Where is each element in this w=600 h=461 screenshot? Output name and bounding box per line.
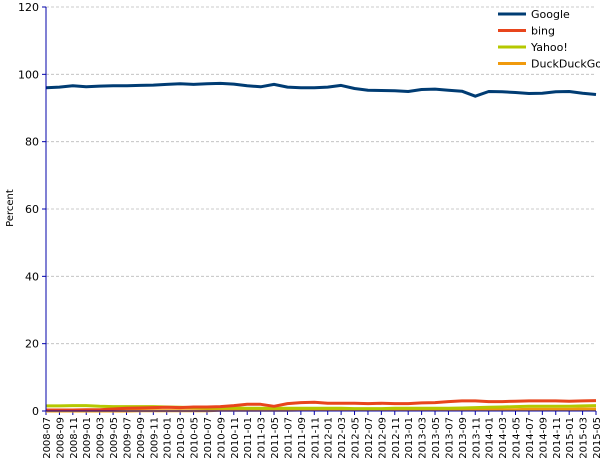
x-tick-label: 2014-11	[552, 417, 563, 459]
legend-label: bing	[531, 25, 555, 38]
y-tick-label: 100	[18, 68, 39, 81]
x-tick-label: 2009-07	[122, 417, 133, 459]
x-tick-label: 2010-01	[163, 417, 174, 459]
x-tick-label: 2008-07	[42, 417, 53, 459]
series-line-bing	[46, 399, 597, 412]
x-tick-label: 2010-05	[190, 417, 201, 459]
x-tick-label: 2010-03	[176, 417, 187, 459]
y-tick-label: 60	[25, 203, 39, 216]
x-tick-label: 2014-05	[512, 417, 523, 459]
x-tick-label: 2013-11	[471, 417, 482, 459]
x-tick-label: 2009-01	[82, 417, 93, 459]
legend: Google bing Yahoo! DuckDuckGo	[498, 8, 600, 71]
x-tick-label: 2009-11	[149, 417, 160, 459]
x-tick-label: 2013-07	[444, 417, 455, 459]
x-tick-label: 2014-09	[538, 417, 549, 459]
x-tick-label: 2012-05	[351, 417, 362, 459]
x-tick-label: 2011-01	[243, 417, 254, 459]
series-line-google	[45, 81, 597, 98]
x-tick-label: 2013-03	[418, 417, 429, 459]
x-tick-label: 2012-09	[377, 417, 388, 459]
y-tick-label: 0	[32, 405, 39, 418]
x-tick-label: 2014-01	[485, 417, 496, 459]
x-tick-label: 2009-03	[96, 417, 107, 459]
y-tick-label: 40	[25, 270, 39, 283]
x-tick-label: 2011-11	[310, 417, 321, 459]
x-tick-label: 2015-05	[592, 417, 600, 459]
x-tick-label: 2010-09	[216, 417, 227, 459]
legend-label: Yahoo!	[530, 41, 568, 54]
x-tick-label: 2011-05	[270, 417, 281, 459]
legend-label: Google	[531, 8, 570, 21]
x-tick-label: 2013-01	[404, 417, 415, 459]
y-tick-label: 20	[25, 338, 39, 351]
x-tick-label: 2014-03	[498, 417, 509, 459]
x-tick-label: 2011-03	[257, 417, 268, 459]
x-axis-ticks: 2008-07 2008-09 2008-11 2009-01 2009-03 2009-…	[42, 411, 600, 459]
legend-label: DuckDuckGo	[531, 58, 600, 71]
x-tick-label: 2009-05	[109, 417, 120, 459]
y-tick-label: 80	[25, 136, 39, 149]
x-tick-label: 2012-07	[364, 417, 375, 459]
series-lines	[45, 81, 597, 413]
x-tick-label: 2008-09	[55, 417, 66, 459]
x-tick-label: 2012-03	[337, 417, 348, 459]
x-tick-label: 2015-01	[565, 417, 576, 459]
x-tick-label: 2015-03	[579, 417, 590, 459]
x-tick-label: 2013-05	[431, 417, 442, 459]
y-tick-label: 120	[18, 1, 39, 14]
x-tick-label: 2012-01	[324, 417, 335, 459]
x-tick-label: 2014-07	[525, 417, 536, 459]
x-tick-label: 2011-09	[297, 417, 308, 459]
grid-lines	[46, 6, 596, 345]
x-tick-label: 2012-11	[391, 417, 402, 459]
x-tick-label: 2011-07	[283, 417, 294, 459]
x-tick-label: 2008-11	[69, 417, 80, 459]
x-tick-label: 2010-11	[230, 417, 241, 459]
y-axis-title: Percent	[5, 189, 16, 227]
x-tick-label: 2009-09	[136, 417, 147, 459]
x-tick-label: 2010-07	[203, 417, 214, 459]
y-axis-ticks: 0 20 40 60 80 100 120	[18, 1, 46, 418]
x-tick-label: 2013-09	[458, 417, 469, 459]
